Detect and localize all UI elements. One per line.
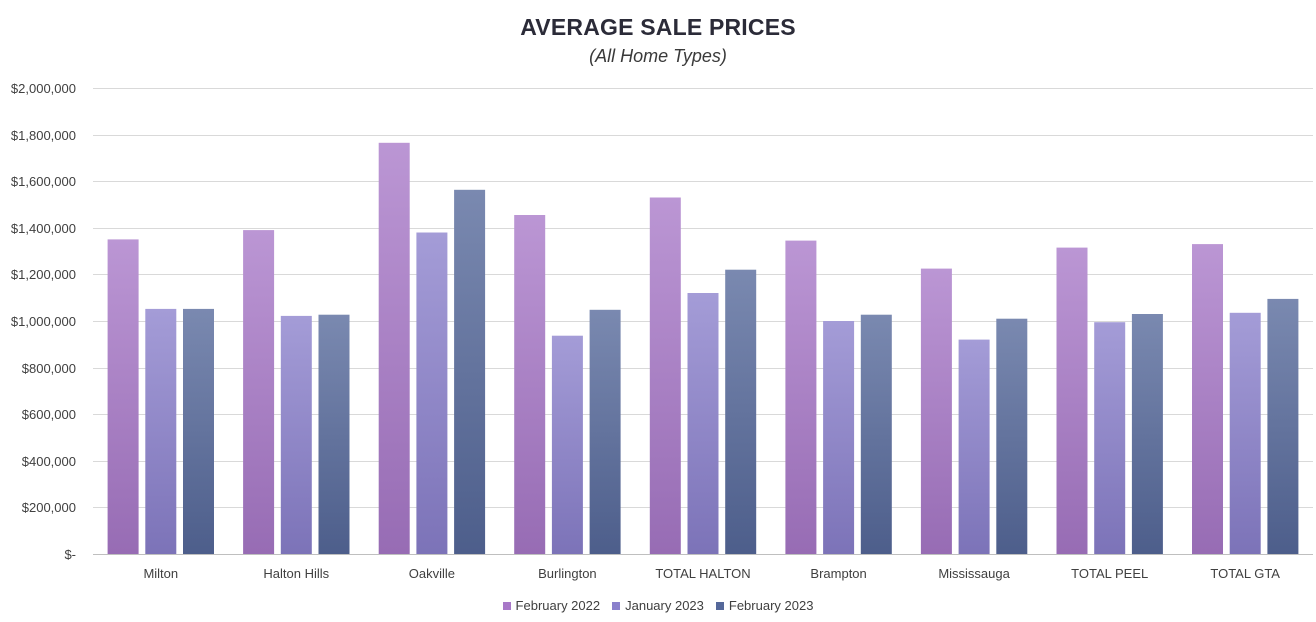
bar bbox=[183, 308, 214, 554]
legend-item: January 2023 bbox=[612, 598, 704, 613]
bar bbox=[416, 232, 448, 554]
y-tick-label: $1,800,000 bbox=[11, 128, 76, 143]
bar bbox=[1229, 312, 1261, 554]
bar bbox=[1131, 314, 1163, 554]
x-tick-label: Mississauga bbox=[938, 566, 1010, 581]
bar bbox=[785, 240, 817, 554]
legend-swatch bbox=[502, 601, 511, 610]
bars bbox=[107, 142, 1299, 555]
x-axis-category-labels: Milton Halton Hills Oakville Burlington TOTA… bbox=[143, 566, 1280, 581]
x-tick-label: Oakville bbox=[409, 566, 455, 581]
y-tick-label: $1,000,000 bbox=[11, 314, 76, 329]
bar bbox=[1094, 322, 1126, 554]
bar bbox=[551, 335, 583, 554]
y-tick-label: $400,000 bbox=[22, 454, 76, 469]
bar bbox=[454, 189, 486, 555]
bar bbox=[1056, 247, 1088, 554]
bar bbox=[920, 268, 952, 554]
bar bbox=[280, 315, 312, 554]
chart-subtitle: (All Home Types) bbox=[589, 46, 727, 66]
legend-label: January 2023 bbox=[625, 598, 704, 613]
legend-item: February 2023 bbox=[715, 598, 814, 613]
y-tick-label: $1,200,000 bbox=[11, 267, 76, 282]
y-axis-tick-labels: $- $200,000 $400,000 $600,000 $800,000 $1,000… bbox=[11, 81, 76, 562]
bar bbox=[145, 308, 177, 554]
legend-item: February 2022 bbox=[502, 598, 601, 613]
bar bbox=[687, 293, 719, 554]
y-tick-label: $600,000 bbox=[22, 407, 76, 422]
bar bbox=[318, 314, 350, 554]
bar bbox=[243, 230, 275, 554]
chart-title: AVERAGE SALE PRICES bbox=[520, 14, 796, 40]
x-tick-label: Burlington bbox=[538, 566, 597, 581]
y-tick-label: $200,000 bbox=[22, 500, 76, 515]
y-tick-label: $- bbox=[64, 547, 76, 562]
chart-legend: February 2022 January 2023 February 2023 bbox=[0, 598, 1316, 613]
bar bbox=[514, 215, 546, 554]
y-tick-label: $2,000,000 bbox=[11, 81, 76, 96]
y-tick-label: $800,000 bbox=[22, 361, 76, 376]
legend-label: February 2022 bbox=[515, 598, 601, 613]
bar bbox=[107, 239, 139, 554]
y-tick-label: $1,400,000 bbox=[11, 221, 76, 236]
bar bbox=[996, 318, 1028, 554]
bar bbox=[823, 321, 855, 554]
bar bbox=[725, 269, 757, 554]
bar bbox=[589, 309, 621, 554]
y-tick-label: $1,600,000 bbox=[11, 174, 76, 189]
x-tick-label: Brampton bbox=[810, 566, 866, 581]
x-tick-label: Milton bbox=[143, 566, 178, 581]
bar bbox=[378, 142, 410, 555]
legend-swatch bbox=[715, 601, 724, 610]
x-tick-label: Halton Hills bbox=[263, 566, 329, 581]
bar bbox=[958, 339, 990, 554]
bar bbox=[1192, 244, 1223, 554]
bar bbox=[649, 197, 681, 554]
x-tick-label: TOTAL HALTON bbox=[655, 566, 750, 581]
bar bbox=[860, 314, 892, 554]
bar bbox=[1267, 298, 1299, 554]
x-tick-label: TOTAL PEEL bbox=[1071, 566, 1148, 581]
x-tick-label: TOTAL GTA bbox=[1210, 566, 1280, 581]
legend-swatch bbox=[612, 601, 621, 610]
legend-label: February 2023 bbox=[728, 598, 814, 613]
